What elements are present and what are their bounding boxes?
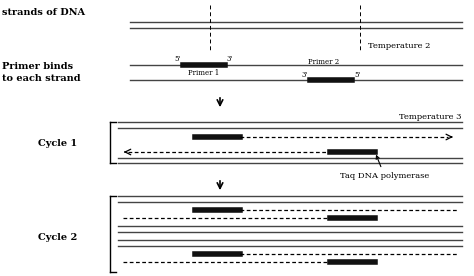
Text: 5': 5' [354, 71, 360, 79]
Text: Taq DNA polymerase: Taq DNA polymerase [340, 156, 429, 180]
Text: 3': 3' [227, 55, 233, 63]
Text: Cycle 2: Cycle 2 [38, 233, 77, 243]
Text: 3': 3' [302, 71, 308, 79]
Text: strands of DNA: strands of DNA [2, 8, 85, 17]
Text: 5': 5' [174, 55, 181, 63]
Text: Temperature 3: Temperature 3 [400, 113, 462, 121]
Text: Temperature 2: Temperature 2 [368, 42, 430, 50]
Text: Cycle 1: Cycle 1 [38, 139, 77, 147]
Text: Primer 1: Primer 1 [188, 69, 219, 77]
Text: Primer binds
to each strand: Primer binds to each strand [2, 62, 81, 83]
Text: Primer 2: Primer 2 [308, 58, 339, 66]
